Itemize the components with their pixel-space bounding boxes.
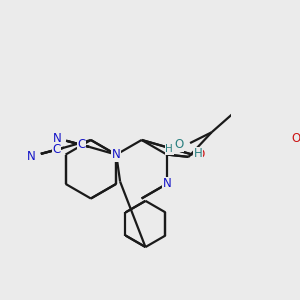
Text: N: N [27, 150, 36, 163]
Text: H: H [194, 147, 202, 161]
Text: N: N [163, 177, 171, 190]
Text: C: C [52, 143, 60, 157]
Text: O: O [292, 132, 300, 145]
Text: C: C [77, 138, 86, 151]
Text: N: N [112, 148, 121, 161]
Text: H: H [165, 144, 173, 154]
Text: O: O [175, 138, 184, 151]
Text: O: O [196, 148, 205, 161]
Text: N: N [52, 132, 61, 145]
